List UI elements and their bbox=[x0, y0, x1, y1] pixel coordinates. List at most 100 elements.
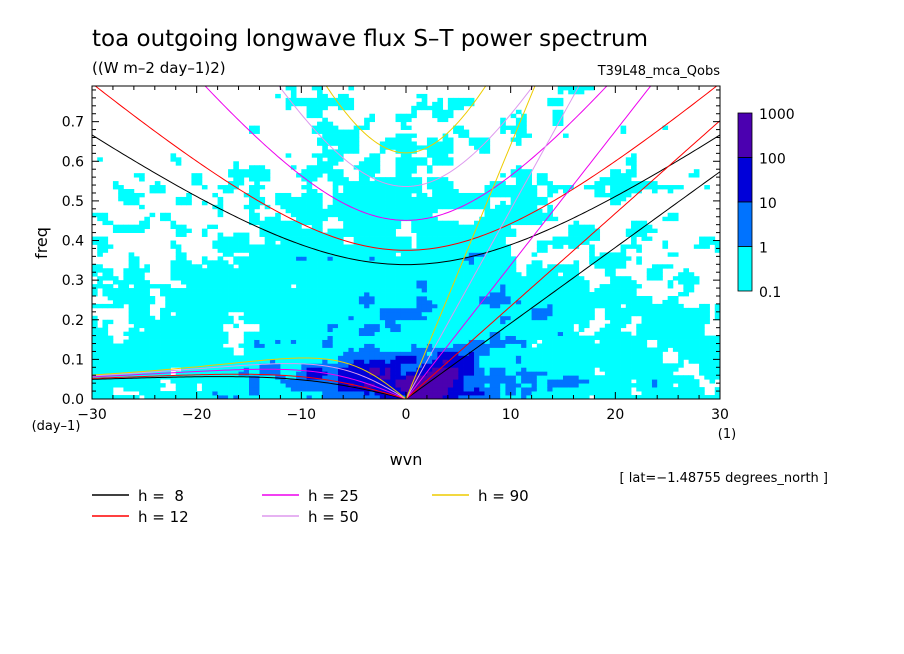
heatmap-cell bbox=[526, 391, 532, 396]
heatmap-cell bbox=[196, 339, 203, 344]
heatmap-cell bbox=[604, 355, 611, 360]
heatmap-cell bbox=[201, 256, 208, 261]
heatmap-cell bbox=[374, 307, 381, 313]
heatmap-cell bbox=[447, 149, 454, 154]
heatmap-cell bbox=[400, 204, 407, 210]
heatmap-cell bbox=[610, 284, 616, 289]
heatmap-cell bbox=[589, 383, 595, 388]
heatmap-cell bbox=[437, 145, 444, 150]
heatmap-cell bbox=[453, 97, 459, 103]
heatmap-cell bbox=[479, 252, 485, 257]
heatmap-cell bbox=[296, 327, 302, 333]
heatmap-cell bbox=[175, 343, 182, 348]
heatmap-cell bbox=[301, 240, 307, 245]
heatmap-cell bbox=[254, 165, 260, 170]
heatmap-cell bbox=[348, 323, 355, 329]
heatmap-cell bbox=[484, 311, 491, 317]
heatmap-cell bbox=[390, 319, 396, 325]
heatmap-cell bbox=[385, 236, 391, 241]
heatmap-cell bbox=[348, 145, 355, 150]
heatmap-cell bbox=[542, 299, 548, 305]
heatmap-cell bbox=[264, 299, 271, 305]
heatmap-cell bbox=[212, 272, 218, 277]
heatmap-cell bbox=[317, 220, 323, 226]
heatmap-cell bbox=[589, 236, 595, 241]
heatmap-cell bbox=[102, 351, 109, 356]
heatmap-cell bbox=[447, 284, 454, 289]
heatmap-cell bbox=[285, 288, 292, 293]
heatmap-cell bbox=[222, 331, 229, 337]
heatmap-cell bbox=[416, 359, 423, 364]
heatmap-cell bbox=[442, 339, 449, 344]
heatmap-cell bbox=[191, 331, 198, 337]
heatmap-cell bbox=[207, 299, 213, 305]
heatmap-cell bbox=[311, 387, 318, 392]
heatmap-cell bbox=[201, 280, 208, 285]
heatmap-cell bbox=[186, 196, 192, 202]
heatmap-cell bbox=[474, 292, 480, 297]
heatmap-cell bbox=[468, 292, 475, 297]
heatmap-cell bbox=[301, 292, 307, 297]
heatmap-cell bbox=[264, 236, 271, 241]
heatmap-cell bbox=[311, 311, 318, 317]
heatmap-cell bbox=[589, 367, 595, 372]
heatmap-cell bbox=[369, 224, 375, 230]
heatmap-cell bbox=[186, 311, 192, 317]
heatmap-cell bbox=[526, 268, 532, 273]
heatmap-cell bbox=[369, 395, 375, 399]
heatmap-cell bbox=[165, 339, 171, 344]
heatmap-cell bbox=[510, 200, 517, 206]
heatmap-cell bbox=[154, 185, 161, 190]
heatmap-cell bbox=[301, 343, 307, 348]
heatmap-cell bbox=[358, 244, 365, 249]
heatmap-cell bbox=[343, 105, 349, 111]
heatmap-cell bbox=[463, 280, 470, 285]
heatmap-cell bbox=[505, 248, 512, 253]
heatmap-cell bbox=[453, 295, 459, 301]
heatmap-cell bbox=[406, 157, 412, 162]
heatmap-cell bbox=[400, 212, 407, 218]
heatmap-cell bbox=[222, 307, 229, 313]
heatmap-cell bbox=[620, 181, 627, 186]
heatmap-cell bbox=[311, 319, 318, 325]
heatmap-cell bbox=[379, 185, 386, 190]
heatmap-cell bbox=[411, 177, 417, 182]
heatmap-cell bbox=[327, 153, 334, 158]
heatmap-cell bbox=[620, 299, 627, 305]
heatmap-cell bbox=[468, 327, 475, 333]
heatmap-cell bbox=[379, 240, 386, 245]
heatmap-cell bbox=[285, 280, 292, 285]
heatmap-cell bbox=[563, 295, 569, 301]
heatmap-cell bbox=[348, 303, 355, 309]
heatmap-cell bbox=[374, 192, 381, 198]
heatmap-cell bbox=[317, 371, 323, 376]
heatmap-cell bbox=[275, 375, 281, 380]
heatmap-cell bbox=[301, 276, 307, 281]
heatmap-cell bbox=[327, 141, 334, 146]
heatmap-cell bbox=[275, 391, 281, 396]
heatmap-cell bbox=[385, 276, 391, 281]
heatmap-cell bbox=[306, 208, 313, 214]
heatmap-cell bbox=[474, 280, 480, 285]
heatmap-cell bbox=[479, 200, 485, 206]
heatmap-cell bbox=[238, 343, 245, 348]
heatmap-cell bbox=[500, 355, 506, 360]
heatmap-cell bbox=[259, 379, 266, 384]
heatmap-cell bbox=[186, 331, 192, 337]
heatmap-cell bbox=[343, 208, 349, 214]
heatmap-cell bbox=[343, 216, 349, 222]
heatmap-cell bbox=[311, 315, 318, 321]
heatmap-cell bbox=[175, 335, 182, 340]
heatmap-cell bbox=[222, 284, 229, 289]
heatmap-cell bbox=[275, 200, 281, 206]
heatmap-cell bbox=[207, 387, 213, 392]
heatmap-cell bbox=[615, 379, 621, 384]
heatmap-cell bbox=[515, 383, 522, 388]
heatmap-cell bbox=[280, 347, 287, 352]
heatmap-cell bbox=[327, 371, 334, 376]
heatmap-cell bbox=[536, 387, 543, 392]
heatmap-cell bbox=[385, 264, 391, 269]
heatmap-cell bbox=[515, 169, 522, 174]
heatmap-cell bbox=[484, 149, 491, 154]
heatmap-cell bbox=[620, 256, 627, 261]
